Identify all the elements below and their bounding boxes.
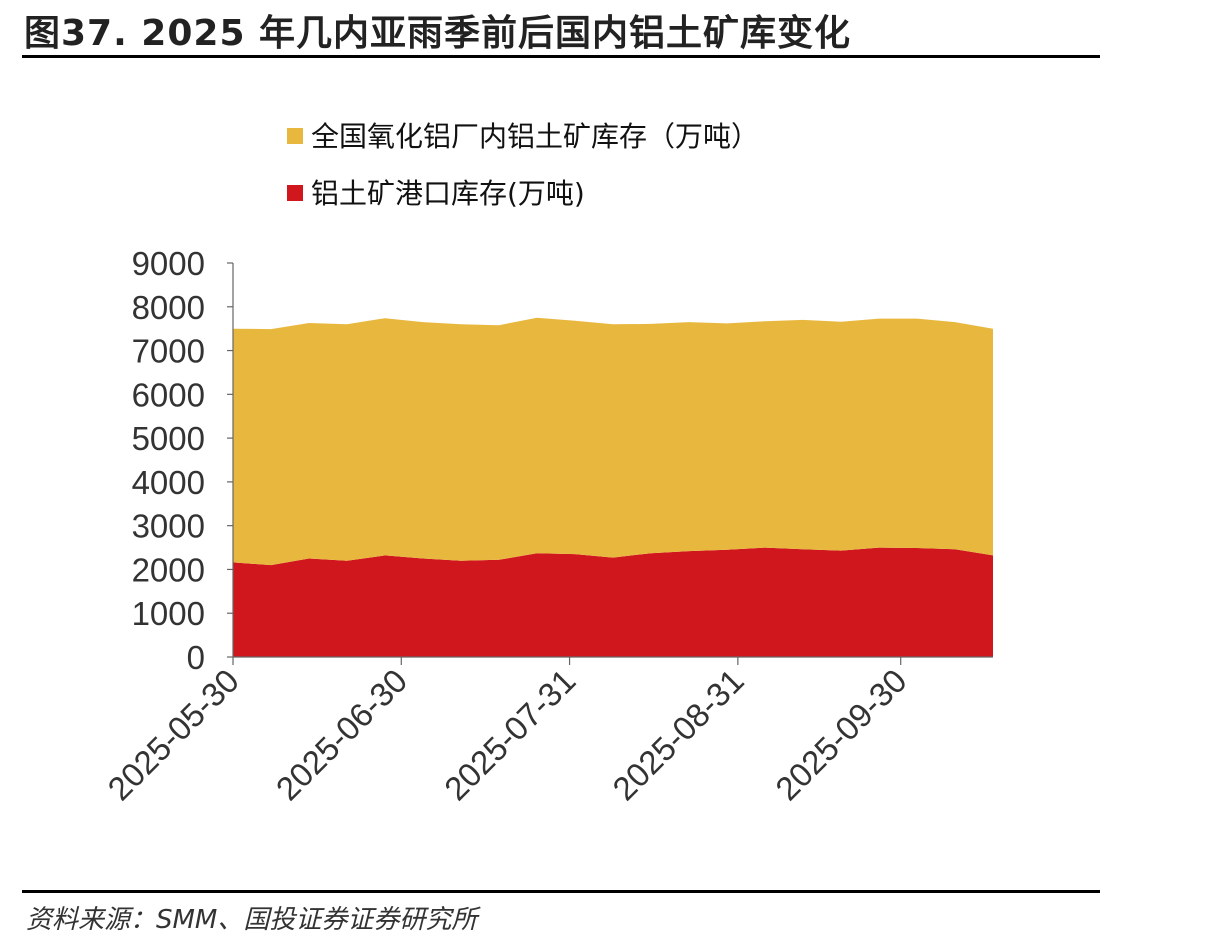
source-divider [22, 890, 1100, 893]
legend-label: 全国氧化铝厂内铝土矿库存（万吨） [311, 120, 759, 153]
x-tick-label: 2025-05-30 [100, 662, 246, 808]
legend-swatch [287, 185, 303, 201]
x-tick-label: 2025-06-30 [269, 662, 415, 808]
series-area-0 [233, 548, 993, 657]
source-note: 资料来源：SMM、国投证券证券研究所 [26, 899, 477, 936]
legend-label: 铝土矿港口库存(万吨) [311, 177, 585, 210]
x-tick-label: 2025-09-30 [768, 662, 914, 808]
y-tick-label: 6000 [132, 376, 205, 413]
series-area-1 [233, 318, 993, 565]
legend-swatch [287, 128, 303, 144]
stacked-area-chart: 0 1000 2000 3000 4000 5000 6000 7000 8000 9000 202… [0, 0, 1209, 890]
y-tick-label: 1000 [132, 595, 205, 632]
y-tick-label: 5000 [132, 420, 205, 457]
x-tick-label: 2025-08-31 [605, 662, 751, 808]
y-tick-label: 2000 [132, 551, 205, 588]
x-tick-label: 2025-07-31 [437, 662, 583, 808]
y-tick-label: 8000 [132, 289, 205, 326]
y-tick-label: 3000 [132, 508, 205, 545]
y-tick-label: 4000 [132, 464, 205, 501]
y-tick-label: 9000 [132, 245, 205, 282]
y-tick-label: 0 [187, 639, 205, 676]
y-tick-label: 7000 [132, 333, 205, 370]
